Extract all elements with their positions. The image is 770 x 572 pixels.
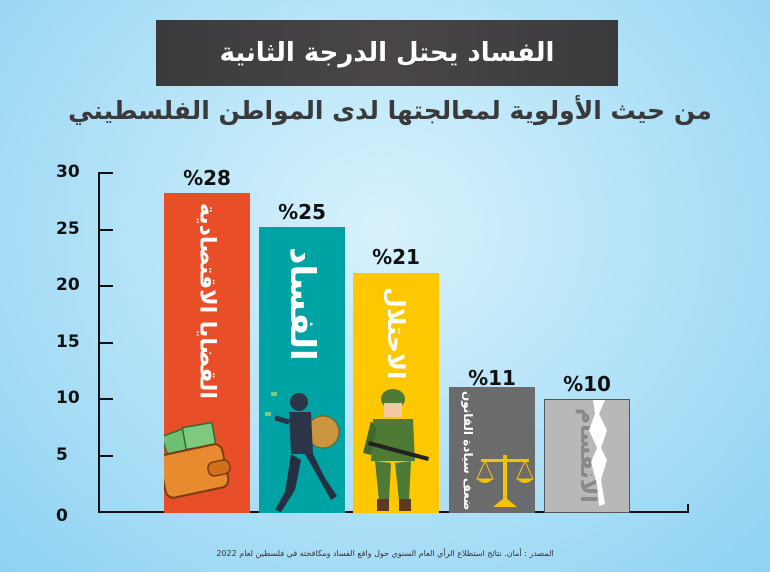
bar-value-label: %28 [183, 166, 231, 190]
bar-value-label: %11 [468, 366, 516, 390]
y-axis [98, 172, 100, 513]
y-tick-label: 15 [56, 332, 80, 352]
bar-economic-issues: القضايا الاقتصادية [164, 193, 250, 513]
y-tick-label: 25 [56, 219, 80, 239]
bar-value-label: %10 [563, 372, 611, 396]
chart-subtitle: من حيث الأولوية لمعالجتها لدى المواطن ال… [68, 96, 712, 125]
title-banner: الفساد يحتل الدرجة الثانية [156, 20, 618, 86]
y-tick-label: 0 [56, 506, 68, 526]
y-tick-label: 5 [56, 445, 68, 465]
bar-category-label: الاحتلال [382, 287, 410, 380]
y-tick-10 [100, 398, 113, 400]
y-tick-30 [100, 172, 113, 174]
y-tick-label: 30 [56, 162, 80, 182]
bar-category-label: الفساد [282, 247, 322, 361]
soldier-icon [363, 389, 429, 511]
bar-category-label: ضعف سيادة القانون [461, 391, 475, 511]
chart-title: الفساد يحتل الدرجة الثانية [219, 38, 555, 68]
y-tick-25 [100, 229, 113, 231]
crack-icon [589, 400, 607, 506]
x-axis-end-cap [687, 504, 689, 513]
bar-weak-rule-of-law: ضعف سيادة القانون [449, 387, 535, 513]
y-tick-label: 10 [56, 388, 80, 408]
thief-icon [265, 392, 340, 512]
bar-value-label: %25 [278, 200, 326, 224]
source-note: المصدر : أمان. نتائج استطلاع الرأي العام… [216, 549, 554, 558]
y-tick-5 [100, 455, 113, 457]
bar-occupation: الاحتلال [353, 273, 439, 513]
y-tick-label: 20 [56, 275, 80, 295]
y-tick-20 [100, 285, 113, 287]
bar-value-label: %21 [372, 245, 420, 269]
y-tick-15 [100, 342, 113, 344]
wallet-icon [164, 421, 231, 499]
bar-division: الانقسام [544, 399, 630, 513]
bar-corruption: الفساد [259, 227, 345, 513]
scales-of-justice-icon [476, 455, 534, 507]
bar-category-label: القضايا الاقتصادية [194, 203, 220, 399]
